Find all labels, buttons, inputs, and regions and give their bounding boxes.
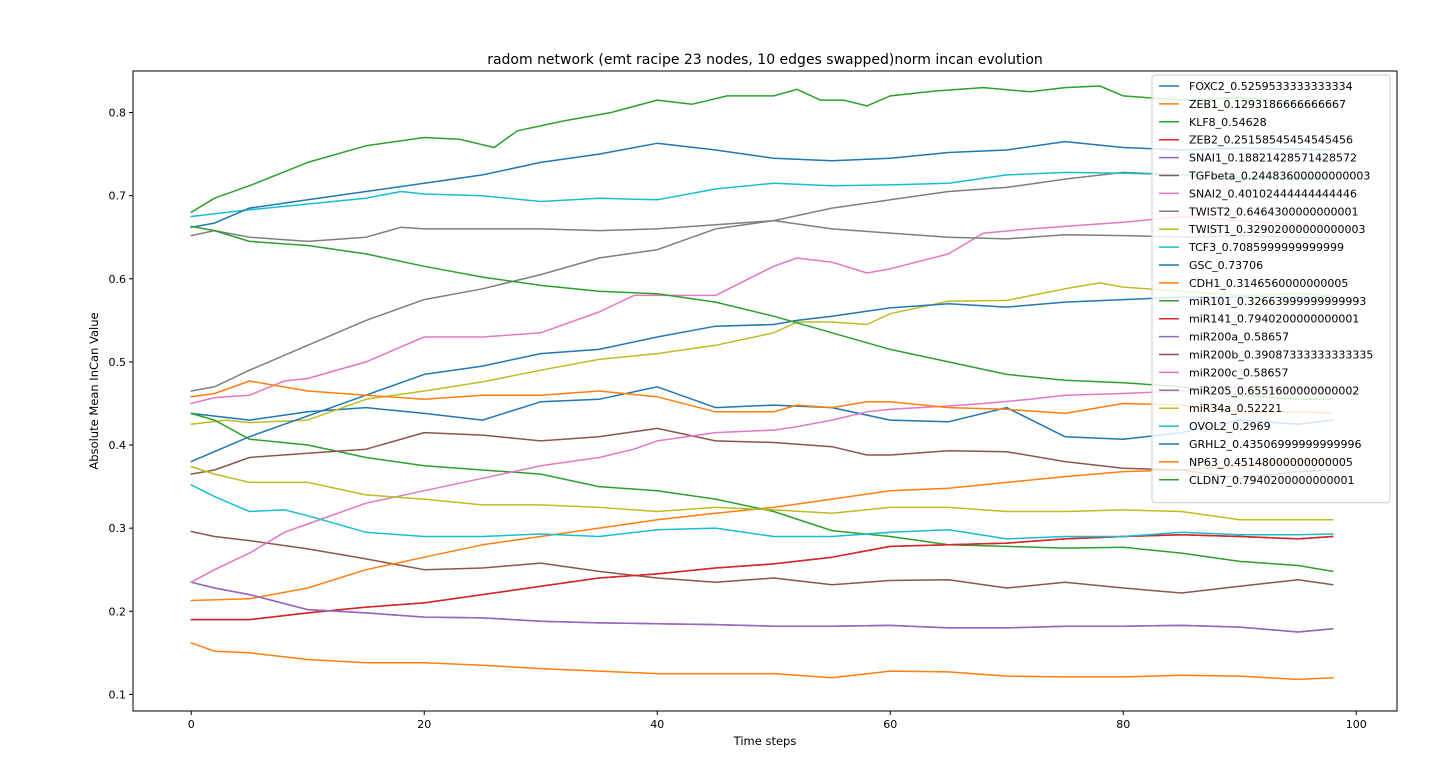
legend-entry-label: NP63_0.45148000000000005 [1189,456,1353,469]
x-tick-label: 80 [1116,718,1130,731]
legend-entry-label: CDH1_0.3146560000000005 [1189,277,1348,290]
y-tick-label: 0.6 [109,273,127,286]
legend-entry-label: GRHL2_0.43506999999999996 [1189,438,1362,451]
legend-entry-label: ZEB1_0.1293186666666667 [1189,98,1346,111]
legend-entry-label: TWIST2_0.6464300000000001 [1188,205,1359,218]
plot-frame [132,70,1398,712]
y-tick-label: 0.8 [109,107,127,120]
legend-entry-label: miR141_0.7940200000000001 [1189,313,1359,326]
legend-entry-label: GSC_0.73706 [1189,259,1263,272]
legend-entry-label: SNAI1_0.18821428571428572 [1189,152,1357,165]
y-tick-label: 0.1 [109,688,127,701]
chart-title: radom network (emt racipe 23 nodes, 10 e… [487,52,1043,68]
series-line-6 [190,215,1334,405]
y-axis-title: Absolute Mean InCan Value [87,312,101,469]
legend-entry-label: KLF8_0.54628 [1189,116,1267,129]
legend-frame [1151,74,1391,504]
legend-entry-label: miR205_0.6551600000000002 [1189,384,1359,397]
y-tick-label: 0.7 [109,190,127,203]
y-tick-label: 0.2 [109,605,127,618]
x-axis: 0 20 40 60 80 100 [188,711,1367,731]
x-tick-label: 40 [650,718,664,731]
legend-entry-label: TWIST1_0.32902000000000003 [1188,223,1366,236]
y-tick-label: 0.3 [109,522,127,535]
legend-entry-label: miR200a_0.58657 [1189,331,1289,344]
series-line-17 [190,219,1334,243]
x-tick-label: 0 [188,718,195,731]
y-axis: 0.1 0.2 0.3 0.4 0.5 0.6 0.7 0.8 [109,107,133,701]
y-tick-label: 0.5 [109,356,127,369]
legend-entry-label: TCF3_0.7085999999999999 [1188,241,1344,254]
x-tick-label: 60 [883,718,897,731]
series-line-14 [190,581,1334,633]
legend-entry-label: SNAI2_0.40102444444444446 [1189,187,1357,200]
legend-entry-label: TGFbeta_0.24483600000000003 [1188,170,1370,183]
x-tick-label: 100 [1346,718,1367,731]
legend-entry-label: miR34a_0.52221 [1189,402,1282,415]
series-line-2 [190,85,1334,214]
series-line-8 [190,282,1334,425]
legend-entry-label: FOXC2_0.5259533333333334 [1189,80,1353,93]
legend-entry-label: miR200b_0.39087333333333335 [1189,349,1373,362]
series-line-15 [190,427,1334,480]
x-tick-label: 20 [417,718,431,731]
legend: FOXC2_0.5259533333333334 ZEB1_0.129318666… [1151,74,1391,504]
series-line-13 [190,534,1334,621]
legend-entry-label: CLDN7_0.7940200000000001 [1189,474,1354,487]
legend-entry-label: ZEB2_0.25158545454545456 [1189,134,1353,147]
series-line-19 [190,484,1334,540]
series-line-21 [190,380,1334,415]
x-axis-title: Time steps [733,734,797,748]
series-line-16 [190,386,1334,583]
legend-entry-label: miR200c_0.58657 [1189,366,1288,379]
series-line-18 [190,465,1334,521]
legend-entry-label: OVOL2_0.2969 [1189,420,1271,433]
series-line-5 [190,530,1334,594]
y-tick-label: 0.4 [109,439,127,452]
legend-entry-label: miR101_0.32663999999999993 [1189,295,1366,308]
series-line-1 [190,642,1334,681]
